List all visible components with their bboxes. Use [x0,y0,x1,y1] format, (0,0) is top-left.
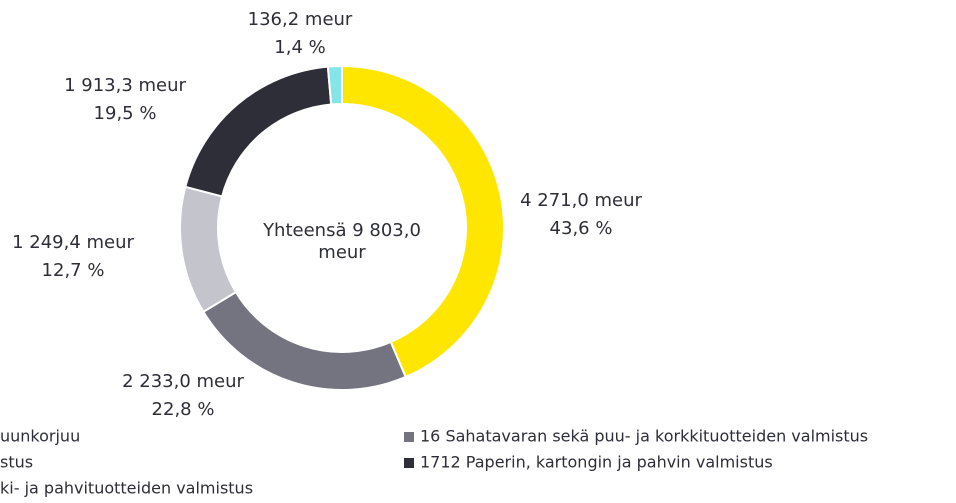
legend-label: 1712 Paperin, kartongin ja pahvin valmis… [420,453,773,472]
value-label: 4 271,0 meur [520,190,642,211]
donut-segment [184,65,333,198]
value-label: 2 233,0 meur [122,371,244,392]
share-label: 19,5 % [94,103,157,124]
value-label: 1 913,3 meur [64,75,186,96]
donut-segment [326,64,343,106]
legend-label: ki- ja pahvituotteiden valmistus [0,479,253,498]
center-box: Yhteensä 9 803,0 meur [263,220,421,263]
share-label: 43,6 % [550,218,613,239]
legend-swatch [404,432,414,442]
legend-label: 16 Sahatavaran sekä puu- ja korkkituotte… [420,427,868,446]
legend-label: uunkorjuu [0,427,80,446]
value-label: 1 249,4 meur [12,232,134,253]
donut-segment [179,185,238,314]
donut-segment [341,64,505,379]
value-label: 136,2 meur [248,9,353,30]
share-label: 22,8 % [152,399,215,420]
legend-swatch [404,458,414,468]
share-label: 12,7 % [42,260,105,281]
center-label: Yhteensä 9 803,0 meur [263,220,421,263]
share-label: 1,4 % [274,37,325,58]
legend-label: stus [0,453,33,472]
